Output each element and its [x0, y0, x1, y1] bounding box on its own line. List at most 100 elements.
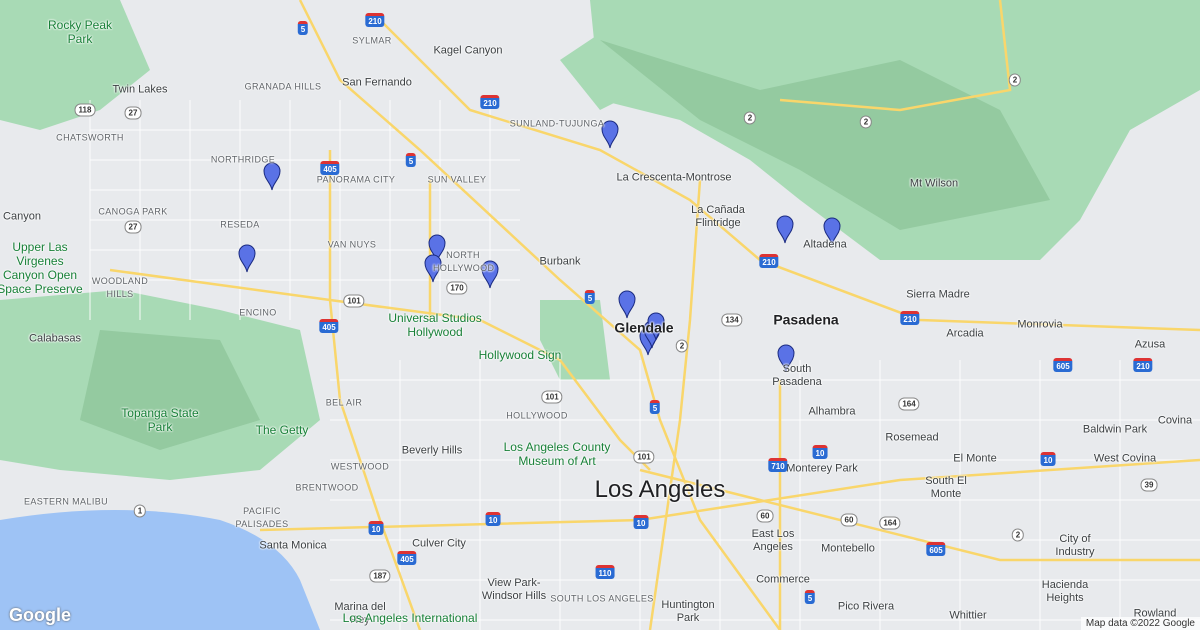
- highway-shield: 1: [133, 504, 147, 518]
- place-label: El Monte: [953, 452, 997, 465]
- highway-shield: 60: [756, 509, 774, 523]
- place-label: Monrovia: [1017, 318, 1063, 331]
- highways: [109, 0, 1200, 630]
- street-grid: [89, 100, 1200, 630]
- map-pin[interactable]: [263, 162, 281, 191]
- place-label: Covina: [1157, 414, 1193, 427]
- map-pin[interactable]: [238, 244, 256, 273]
- place-label: SUN VALLEY: [427, 174, 487, 185]
- place-label: Upper Las Virgenes Canyon Open Space Pre…: [0, 240, 83, 296]
- place-label: Hollywood Sign: [478, 348, 562, 362]
- place-label: GRANADA HILLS: [244, 81, 322, 92]
- highway-shield: 2: [1008, 73, 1022, 87]
- place-label: La Crescenta-Montrose: [616, 171, 732, 184]
- place-label: Los Angeles: [594, 476, 726, 503]
- place-label: Azusa: [1134, 338, 1166, 351]
- place-label: Culver City: [412, 537, 466, 550]
- place-label: View Park-Windsor Hills: [481, 577, 547, 602]
- place-label: South El Monte: [925, 475, 967, 500]
- place-label: Los Angeles County Museum of Art: [503, 440, 611, 468]
- map-pin[interactable]: [618, 290, 636, 319]
- place-label: BEL AIR: [325, 397, 363, 408]
- place-label: Canyon: [3, 210, 41, 223]
- place-label: Commerce: [756, 573, 810, 586]
- place-label: CHATSWORTH: [56, 132, 124, 143]
- place-label: Alhambra: [808, 405, 856, 418]
- highway-shield: 5: [405, 153, 417, 167]
- highway-shield: 405: [320, 161, 340, 175]
- highway-shield: 210: [900, 311, 920, 325]
- map-pin[interactable]: [601, 120, 619, 149]
- place-label: Arcadia: [946, 327, 984, 340]
- map-pin[interactable]: [776, 215, 794, 244]
- place-label: Whittier: [949, 609, 987, 622]
- place-label: Huntington Park: [661, 599, 715, 624]
- map-pin[interactable]: [647, 312, 665, 341]
- map-pin[interactable]: [777, 344, 795, 373]
- place-label: ENCINO: [239, 307, 277, 318]
- map-pin[interactable]: [424, 254, 442, 283]
- place-label: BRENTWOOD: [295, 482, 359, 493]
- place-label: Mt Wilson: [909, 177, 959, 190]
- place-label: Los Angeles International: [342, 611, 478, 625]
- highway-shield: 110: [595, 565, 615, 579]
- place-label: La Cañada Flintridge: [691, 204, 745, 229]
- terrain: [80, 40, 1050, 450]
- place-label: Twin Lakes: [112, 83, 168, 96]
- highway-shield: 2: [743, 111, 757, 125]
- place-label: Rowland: [1133, 607, 1177, 620]
- attribution: Map data ©2022 Google: [1080, 617, 1200, 630]
- highway-shield: 10: [485, 512, 501, 526]
- highway-shield: 5: [804, 590, 816, 604]
- highway-shield: 10: [368, 521, 384, 535]
- highway-shield: 405: [319, 319, 339, 333]
- highway-shield: 710: [768, 458, 788, 472]
- place-label: WOODLAND HILLS: [91, 276, 149, 299]
- place-label: Baldwin Park: [1082, 423, 1148, 436]
- map-pin[interactable]: [481, 260, 499, 289]
- place-label: Glendale: [614, 319, 674, 336]
- highway-shield: 164: [879, 516, 901, 530]
- highway-shield: 164: [898, 397, 920, 411]
- highway-shield: 210: [1133, 358, 1153, 372]
- place-label: Beverly Hills: [401, 444, 463, 457]
- highway-shield: 5: [584, 290, 596, 304]
- highway-shield: 170: [446, 281, 468, 295]
- place-label: Pico Rivera: [837, 600, 895, 613]
- highway-shield: 2: [675, 339, 689, 353]
- place-label: City of Industry: [1055, 533, 1095, 558]
- map-pin[interactable]: [428, 234, 446, 263]
- place-label: Rocky Peak Park: [47, 18, 113, 46]
- highway-shield: 60: [840, 513, 858, 527]
- highway-shield: 405: [397, 551, 417, 565]
- google-logo: Google: [9, 605, 71, 625]
- place-label: Sierra Madre: [906, 288, 970, 301]
- highway-shield: 605: [1053, 358, 1073, 372]
- place-label: NORTHRIDGE: [210, 154, 276, 165]
- place-label: Santa Monica: [259, 539, 327, 552]
- place-label: RESEDA: [220, 219, 260, 230]
- highway-shield: 39: [1140, 478, 1158, 492]
- highway-shield: 10: [633, 515, 649, 529]
- place-label: Kagel Canyon: [433, 44, 503, 57]
- place-label: Montebello: [821, 542, 875, 555]
- place-label: HOLLYWOOD: [506, 410, 568, 421]
- highway-shield: 27: [124, 220, 142, 234]
- place-label: Pasadena: [773, 311, 839, 328]
- place-label: Altadena: [803, 238, 847, 251]
- place-label: CANOGA PARK: [98, 206, 168, 217]
- highway-shield: 210: [365, 13, 385, 27]
- place-label: SYLMAR: [352, 35, 392, 46]
- place-label: PANORAMA CITY: [316, 174, 396, 185]
- place-label: SOUTH LOS ANGELES: [550, 593, 654, 604]
- place-label: Topanga State Park: [121, 406, 199, 434]
- map-pin[interactable]: [823, 217, 841, 246]
- highway-shield: 101: [343, 294, 365, 308]
- place-label: NORTH HOLLYWOOD: [433, 250, 495, 273]
- place-label: SUNLAND-TUJUNGA: [509, 118, 605, 129]
- place-label: Hacienda Heights: [1041, 579, 1089, 604]
- highway-shield: 118: [74, 103, 96, 117]
- place-label: West Covina: [1093, 452, 1157, 465]
